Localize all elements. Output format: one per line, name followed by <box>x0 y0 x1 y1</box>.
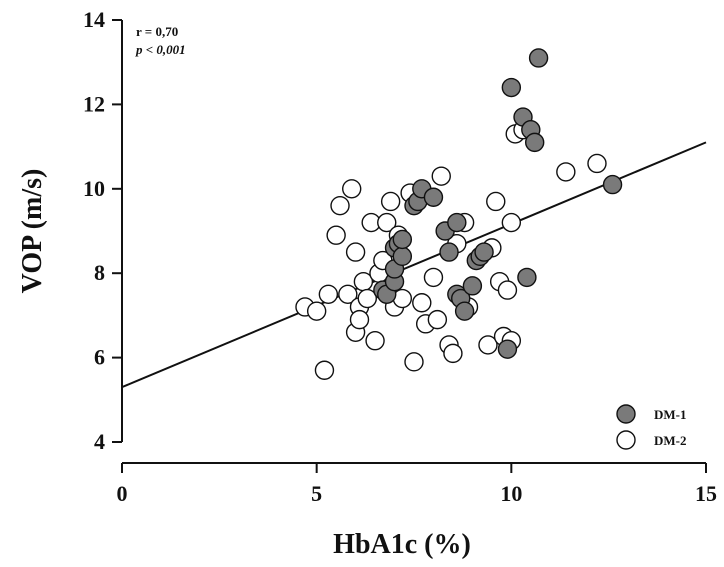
dm2-point <box>326 225 346 245</box>
p-value-annotation: p < 0,001 <box>135 42 186 57</box>
dm2-point <box>478 335 498 355</box>
dm1-point <box>439 242 459 262</box>
dm2-point <box>377 212 397 233</box>
dm2-point <box>431 166 451 186</box>
dm1-point <box>423 187 444 207</box>
dm1-point <box>392 229 413 250</box>
dm2-point <box>314 360 335 380</box>
y-tick-label: 10 <box>83 176 105 201</box>
text-layer: r = 0,70 p < 0,001 DM-1 DM-2 HbA1c (%) V… <box>17 24 687 560</box>
dm2-point <box>443 343 463 364</box>
dm1-point <box>454 301 475 321</box>
dm2-point <box>342 179 362 199</box>
dm2-point <box>501 212 522 233</box>
dm1-point <box>447 212 467 233</box>
dm1-point <box>497 339 518 359</box>
x-axis-title: HbA1c (%) <box>333 529 471 560</box>
axes-layer: 4 6 8 10 12 14 0 5 10 15 <box>83 7 717 506</box>
dm2-point <box>486 191 506 212</box>
dm1-point <box>501 77 522 98</box>
correlation-annotation: r = 0,70 <box>136 24 178 39</box>
legend-marker-dm1 <box>616 404 636 424</box>
x-tick-label: 15 <box>695 481 717 506</box>
dm2-point <box>497 280 518 300</box>
legend-layer <box>616 404 636 450</box>
x-tick-label: 0 <box>117 481 128 506</box>
legend-label-dm1: DM-1 <box>654 407 687 422</box>
y-tick-label: 6 <box>94 345 105 370</box>
dm2-point <box>556 162 576 182</box>
dm2-point <box>423 267 444 288</box>
dm1-point <box>602 174 623 195</box>
dm2-point <box>306 301 327 321</box>
dm2-point <box>587 153 607 174</box>
dm1-point <box>524 132 545 153</box>
points-layer <box>295 48 623 380</box>
dm2-point <box>412 293 432 313</box>
y-tick-label: 4 <box>94 429 105 454</box>
dm2-point <box>427 309 448 330</box>
dm2-point <box>349 309 370 330</box>
x-tick-label: 10 <box>500 481 522 506</box>
y-axis-title: VOP (m/s) <box>17 169 48 294</box>
x-tick-label: 5 <box>311 481 322 506</box>
dm1-point <box>462 276 483 296</box>
y-tick-label: 8 <box>94 260 105 285</box>
legend-label-dm2: DM-2 <box>654 433 687 448</box>
dm2-point <box>330 195 350 216</box>
dm2-point <box>345 242 366 262</box>
y-tick-label: 14 <box>83 7 105 32</box>
dm1-point <box>517 267 537 288</box>
legend-marker-dm2 <box>616 430 636 450</box>
dm2-point <box>404 352 424 372</box>
dm2-point <box>318 284 339 304</box>
dm1-point <box>474 242 494 262</box>
dm1-point <box>392 246 413 267</box>
dm1-point <box>528 48 549 68</box>
dm2-point <box>357 288 377 309</box>
dm2-point <box>338 284 358 304</box>
y-tick-label: 12 <box>83 91 105 116</box>
dm2-point <box>365 331 385 351</box>
dm2-point <box>380 191 401 212</box>
